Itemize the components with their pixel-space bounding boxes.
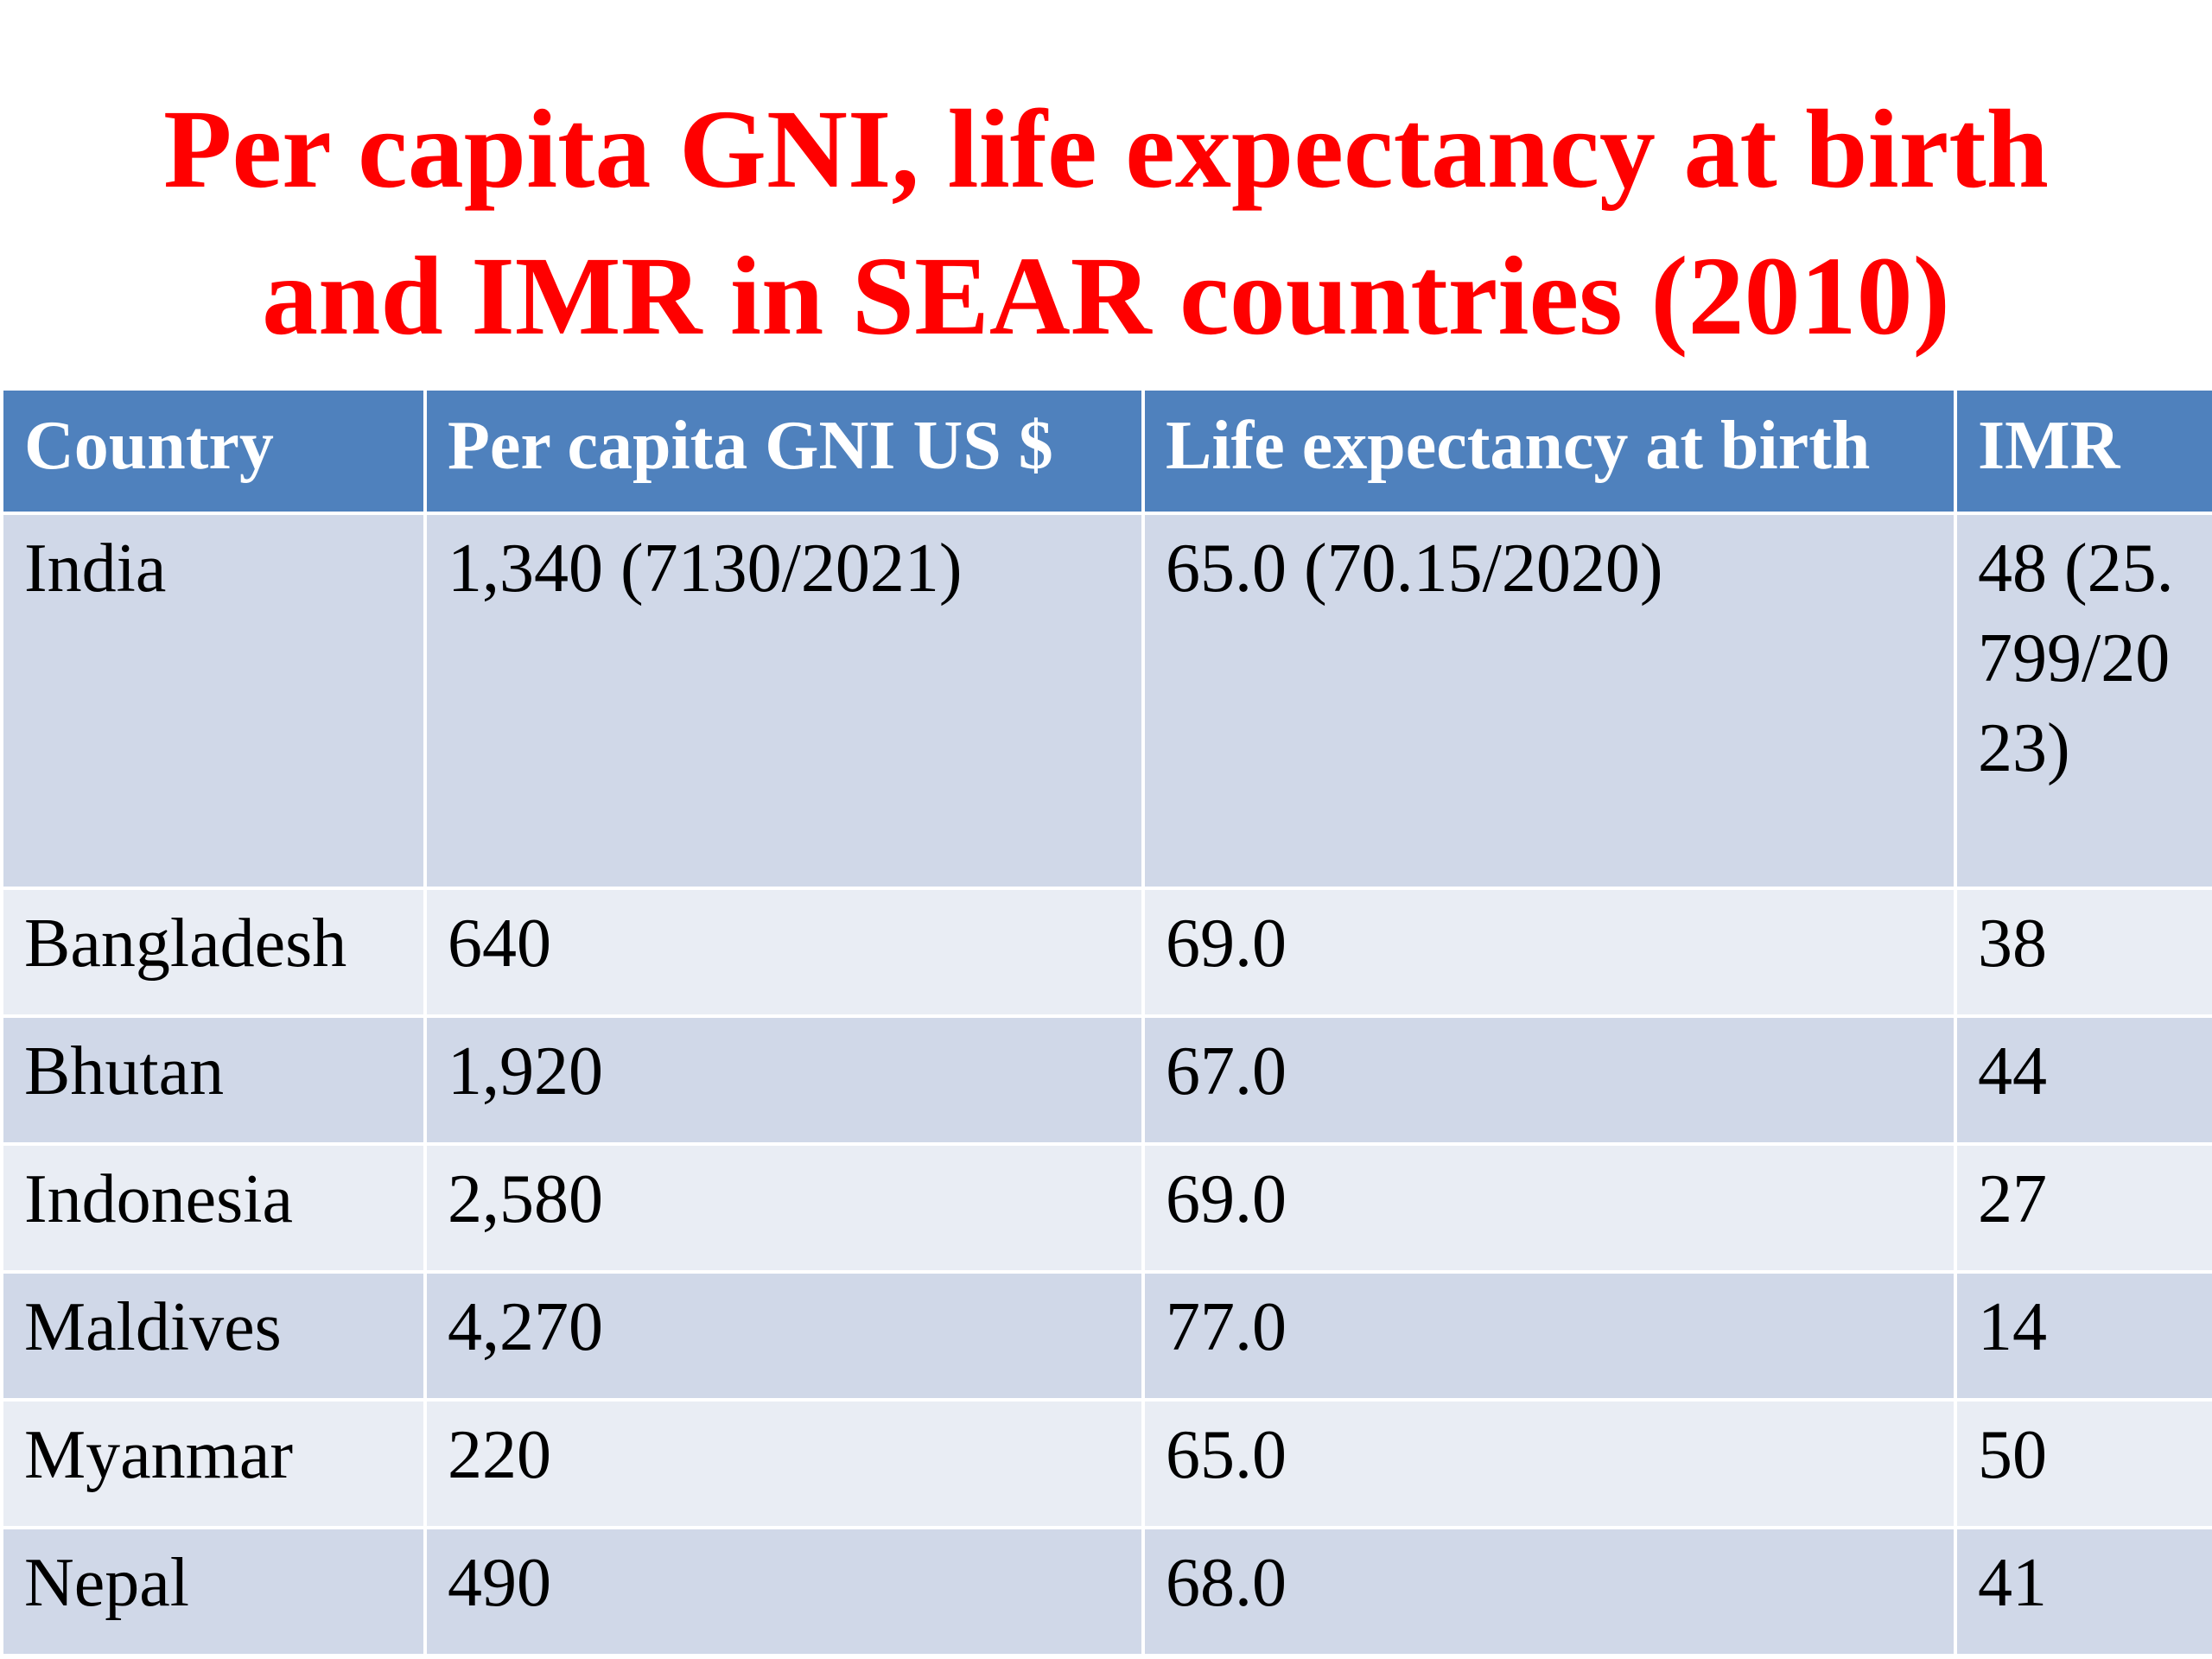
cell-country: Indonesia <box>0 1142 427 1274</box>
cell-gni: 1,340 (7130/2021) <box>423 512 1145 890</box>
cell-gni: 2,580 <box>423 1142 1145 1274</box>
cell-life-expectancy: 65.0 (70.15/2020) <box>1141 512 1957 890</box>
table-row: Maldives 4,270 77.0 14 <box>0 1270 2212 1402</box>
cell-gni: 640 <box>423 887 1145 1018</box>
table-row: Indonesia 2,580 69.0 27 <box>0 1142 2212 1274</box>
cell-imr: 41 <box>1954 1526 2212 1657</box>
cell-life-expectancy: 68.0 <box>1141 1526 1957 1657</box>
cell-life-expectancy: 65.0 <box>1141 1398 1957 1529</box>
cell-gni: 490 <box>423 1526 1145 1657</box>
slide-title-line-1: Per capita GNI, life expectancy at birth <box>163 87 2049 212</box>
table-row: Bangladesh 640 69.0 38 <box>0 887 2212 1018</box>
cell-gni: 1,920 <box>423 1014 1145 1146</box>
cell-life-expectancy: 69.0 <box>1141 1142 1957 1274</box>
table-row: Nepal 490 68.0 41 <box>0 1526 2212 1657</box>
cell-gni: 4,270 <box>423 1270 1145 1402</box>
cell-country: India <box>0 512 427 890</box>
table-row: Myanmar 220 65.0 50 <box>0 1398 2212 1529</box>
cell-imr: 48 (25.799/2023) <box>1954 512 2212 890</box>
cell-country: Maldives <box>0 1270 427 1402</box>
table-header-row: Country Per capita GNI US $ Life expecta… <box>0 387 2212 515</box>
cell-gni: 220 <box>423 1398 1145 1529</box>
cell-country: Myanmar <box>0 1398 427 1529</box>
cell-country: Nepal <box>0 1526 427 1657</box>
table-row: Bhutan 1,920 67.0 44 <box>0 1014 2212 1146</box>
header-per-capita-gni: Per capita GNI US $ <box>423 387 1145 515</box>
cell-life-expectancy: 67.0 <box>1141 1014 1957 1146</box>
cell-imr: 14 <box>1954 1270 2212 1402</box>
header-country: Country <box>0 387 427 515</box>
cell-imr: 44 <box>1954 1014 2212 1146</box>
cell-imr: 50 <box>1954 1398 2212 1529</box>
cell-life-expectancy: 69.0 <box>1141 887 1957 1018</box>
slide-title-line-2: and IMR in SEAR countries (2010) <box>262 234 1950 359</box>
cell-imr: 27 <box>1954 1142 2212 1274</box>
cell-country: Bangladesh <box>0 887 427 1018</box>
header-life-expectancy: Life expectancy at birth <box>1141 387 1957 515</box>
cell-country: Bhutan <box>0 1014 427 1146</box>
header-imr: IMR <box>1954 387 2212 515</box>
cell-life-expectancy: 77.0 <box>1141 1270 1957 1402</box>
slide-title: Per capita GNI, life expectancy at birth… <box>0 76 2212 370</box>
cell-imr: 38 <box>1954 887 2212 1018</box>
table-row: India 1,340 (7130/2021) 65.0 (70.15/2020… <box>0 512 2212 890</box>
sear-indicators-table: Country Per capita GNI US $ Life expecta… <box>0 387 2212 1657</box>
